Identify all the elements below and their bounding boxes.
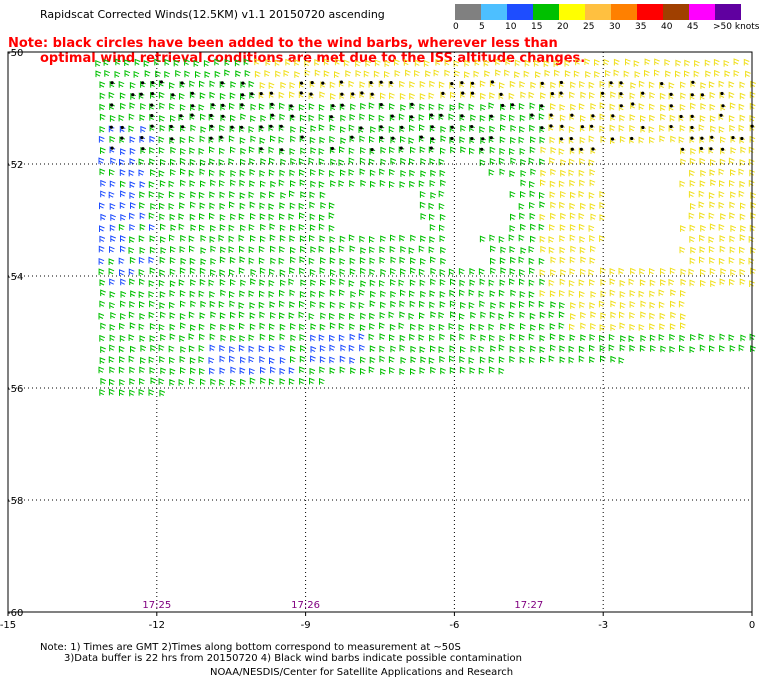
time-label: 17:27 bbox=[514, 600, 543, 611]
legend-label: 45 bbox=[687, 22, 699, 32]
plot-frame bbox=[7, 51, 753, 613]
grid-lines bbox=[7, 51, 753, 613]
legend-label: 15 bbox=[531, 22, 543, 32]
time-label: 17:25 bbox=[142, 600, 171, 611]
time-label: 17:26 bbox=[291, 600, 320, 611]
x-tick-label: 0 bbox=[749, 620, 755, 631]
legend-label: 25 bbox=[583, 22, 595, 32]
legend-label: 10 bbox=[505, 22, 517, 32]
legend-swatch bbox=[637, 4, 663, 20]
x-tick-label: -3 bbox=[598, 620, 608, 631]
footer-note-2: 3)Data buffer is 22 hrs from 20150720 4)… bbox=[64, 653, 522, 664]
legend-swatch bbox=[689, 4, 715, 20]
footer-note-1: Note: 1) Times are GMT 2)Times along bot… bbox=[40, 642, 461, 653]
axis-ticks: -15 -12 -9 -6 -3 0 -50 -52 -54 -56 -58 -60 17:25 17:2… bbox=[0, 48, 755, 631]
y-tick-label: -52 bbox=[7, 160, 23, 171]
legend-label: 0 bbox=[453, 22, 459, 32]
legend-swatch bbox=[611, 4, 637, 20]
legend-label: 35 bbox=[635, 22, 647, 32]
wind-barbs-layer bbox=[95, 58, 757, 397]
y-tick-label: -60 bbox=[7, 608, 23, 619]
y-tick-label: -50 bbox=[7, 48, 23, 59]
legend-swatch bbox=[481, 4, 507, 20]
note-line-2: optimal wind retrieval conditions are me… bbox=[40, 51, 586, 66]
legend-swatch bbox=[715, 4, 741, 20]
legend-swatch bbox=[533, 4, 559, 20]
legend-swatch bbox=[455, 4, 481, 20]
x-tick-label: -15 bbox=[0, 620, 16, 631]
legend-label: >50 knots bbox=[713, 22, 760, 32]
note-line-1: Note: black circles have been added to t… bbox=[8, 36, 558, 51]
x-tick-label: -9 bbox=[301, 620, 311, 631]
x-tick-label: -12 bbox=[149, 620, 165, 631]
legend-label: 40 bbox=[661, 22, 673, 32]
legend-swatch bbox=[507, 4, 533, 20]
legend-label: 30 bbox=[609, 22, 621, 32]
y-tick-label: -54 bbox=[7, 272, 23, 283]
legend-label: 20 bbox=[557, 22, 569, 32]
y-tick-label: -56 bbox=[7, 384, 23, 395]
legend-swatch bbox=[663, 4, 689, 20]
y-tick-label: -58 bbox=[7, 496, 23, 507]
legend-swatch bbox=[559, 4, 585, 20]
footer-credit: NOAA/NESDIS/Center for Satellite Applica… bbox=[210, 667, 514, 678]
chart-title: Rapidscat Corrected Winds(12.5KM) v1.1 2… bbox=[40, 8, 385, 21]
legend-label: 5 bbox=[479, 22, 485, 32]
legend-swatch bbox=[585, 4, 611, 20]
x-tick-label: -6 bbox=[449, 620, 459, 631]
